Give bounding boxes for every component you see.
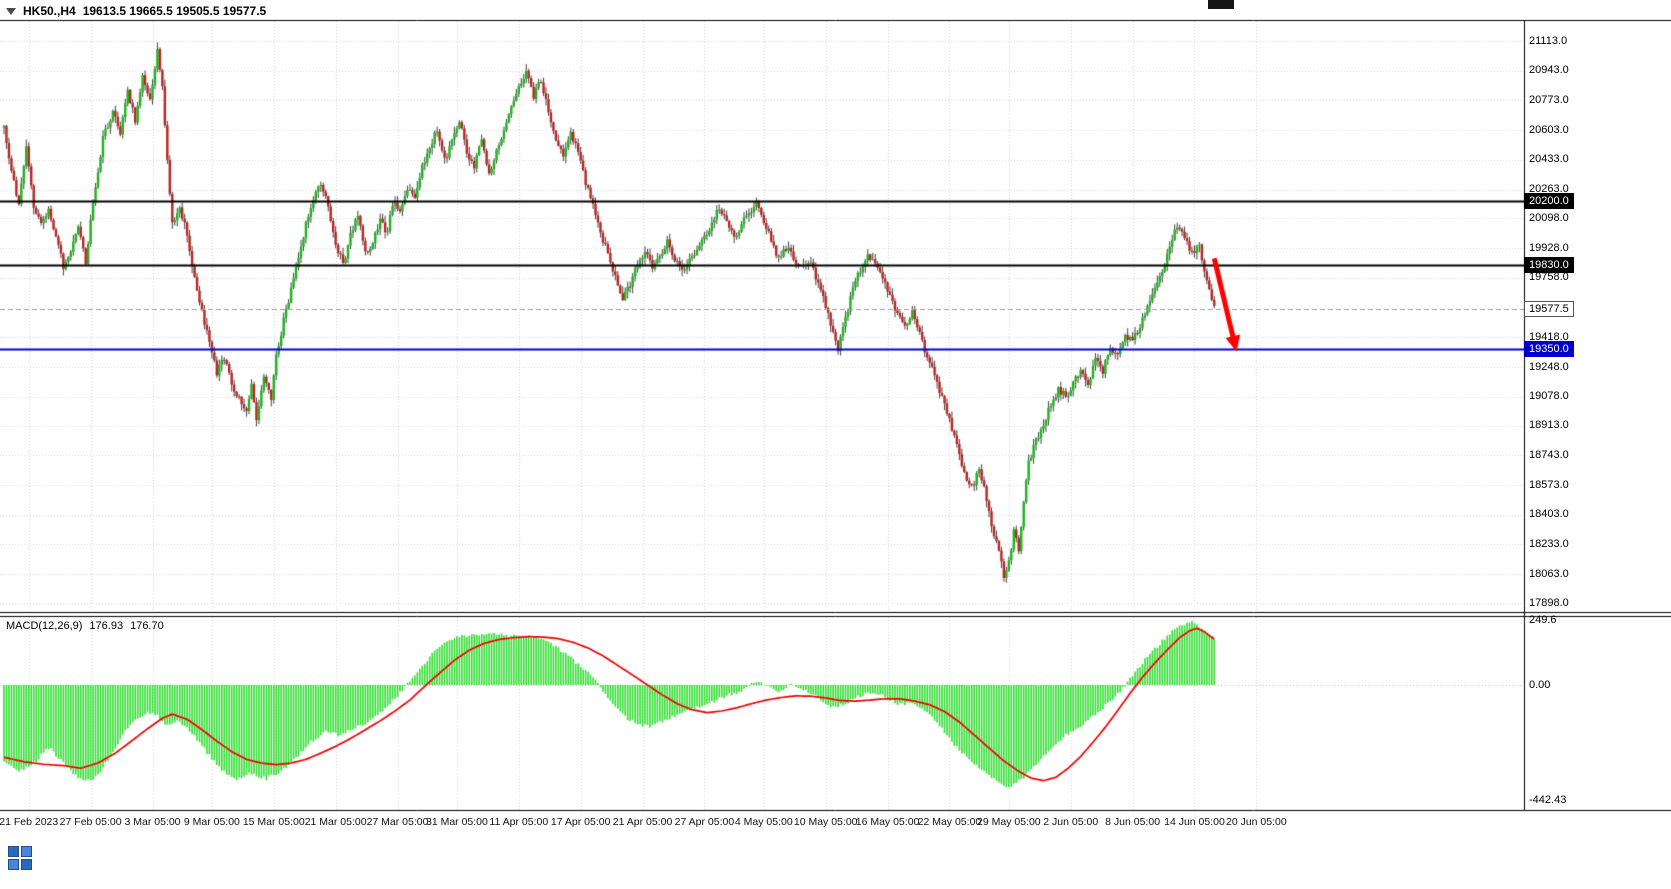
price-axis-label: 19078.0	[1529, 390, 1569, 403]
symbol-dropdown-icon[interactable]	[6, 7, 16, 15]
time-axis-label: 21 Feb 2023	[0, 816, 59, 828]
price-axis-label: 20263.0	[1529, 183, 1569, 196]
price-axis-label: 18063.0	[1529, 567, 1569, 580]
time-axis-label: 8 Jun 05:00	[1105, 816, 1161, 828]
time-axis-label: 14 Jun 05:00	[1164, 816, 1225, 828]
price-axis-label: 19928.0	[1529, 241, 1569, 254]
price-axis-label: 19758.0	[1529, 271, 1569, 284]
chart-symbol: HK50.,H4	[23, 4, 76, 18]
time-axis-label: 4 May 05:00	[734, 816, 793, 828]
price-axis-label: 18573.0	[1529, 478, 1569, 491]
time-axis-label: 27 Mar 05:00	[366, 816, 429, 828]
logo-square	[8, 846, 19, 857]
price-axis-label: 20943.0	[1529, 64, 1569, 77]
macd-name: MACD(12,26,9)	[6, 620, 83, 632]
price-axis-label: 18913.0	[1529, 419, 1569, 432]
time-axis-label: 2 Jun 05:00	[1043, 816, 1099, 828]
macd-axis-label: 0.00	[1529, 678, 1551, 691]
price-badge: 20200.0	[1524, 192, 1574, 209]
time-axis-label: 21 Apr 05:00	[612, 816, 673, 828]
time-axis-label: 3 Mar 05:00	[124, 816, 181, 828]
time-axis-label: 31 Mar 05:00	[425, 816, 488, 828]
macd-indicator-label: MACD(12,26,9) 176.93 176.70	[6, 620, 164, 632]
logo-square	[8, 859, 19, 870]
price-axis-label: 20098.0	[1529, 211, 1569, 224]
time-axis-label: 20 Jun 05:00	[1225, 816, 1287, 828]
chart-title: HK50.,H4 19613.5 19665.5 19505.5 19577.5	[6, 4, 266, 18]
price-axis-label: 18403.0	[1529, 508, 1569, 521]
time-axis-label: 10 May 05:00	[793, 816, 858, 828]
titlebar-artifact	[1208, 0, 1234, 9]
price-axis-label: 20433.0	[1529, 153, 1569, 166]
price-badge: 19350.0	[1524, 341, 1574, 358]
price-axis-label: 20603.0	[1529, 123, 1569, 136]
price-axis-label: 17898.0	[1529, 596, 1569, 609]
price-axis-label: 19418.0	[1529, 330, 1569, 343]
logo-square	[21, 846, 32, 857]
price-axis-label: 18743.0	[1529, 448, 1569, 461]
macd-main-value: 176.93	[89, 620, 124, 632]
time-axis-label: 15 Mar 05:00	[242, 816, 305, 828]
price-badge: 19577.5	[1524, 301, 1574, 318]
macd-axis-label: -442.43	[1529, 793, 1567, 806]
macd-signal-value: 176.70	[130, 620, 164, 632]
price-badge: 19830.0	[1524, 257, 1574, 274]
logo-square	[21, 859, 32, 870]
price-axis-label: 19248.0	[1529, 360, 1569, 373]
time-axis-label: 9 Mar 05:00	[183, 816, 240, 828]
price-axis-label: 21113.0	[1529, 34, 1568, 47]
time-axis-label: 27 Feb 05:00	[59, 816, 122, 828]
time-axis-label: 29 May 05:00	[977, 816, 1041, 828]
time-axis-label: 27 Apr 05:00	[674, 816, 735, 828]
price-axis-label: 20773.0	[1529, 93, 1569, 106]
price-axis-label: 18233.0	[1529, 537, 1569, 550]
time-axis-label: 21 Mar 05:00	[304, 816, 367, 828]
time-axis-label: 17 Apr 05:00	[550, 816, 611, 828]
time-axis-label: 22 May 05:00	[917, 816, 982, 828]
time-axis-label: 16 May 05:00	[855, 816, 920, 828]
logo-icon[interactable]	[8, 846, 32, 870]
time-axis-label: 11 Apr 05:00	[489, 816, 549, 828]
macd-axis-label: 249.6	[1529, 613, 1557, 626]
chart-ohlc-quotes: 19613.5 19665.5 19505.5 19577.5	[82, 4, 267, 18]
